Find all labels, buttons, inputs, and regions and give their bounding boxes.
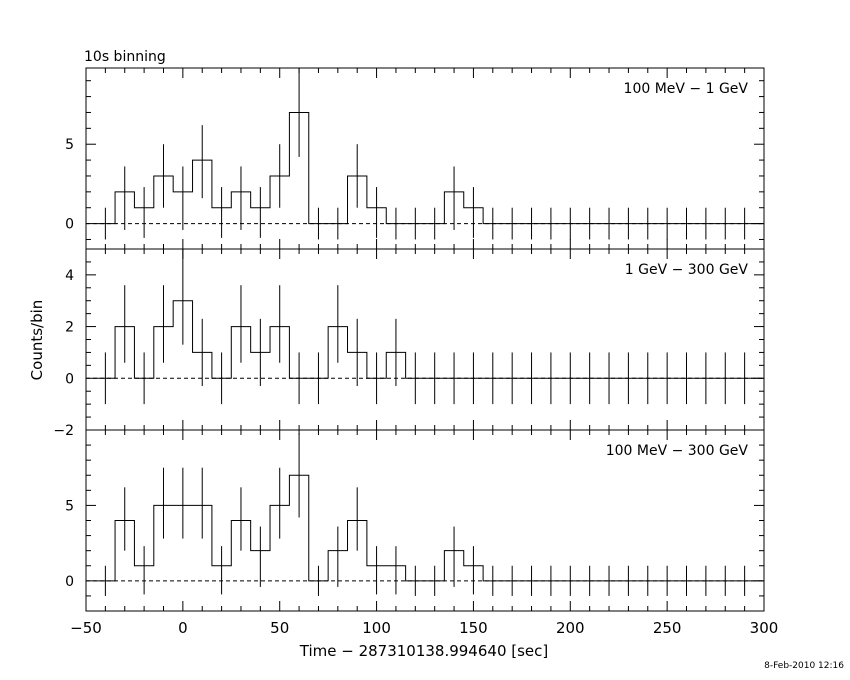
timestamp: 8-Feb-2010 12:16 [764, 661, 844, 671]
x-tick-label: −50 [70, 619, 102, 637]
x-tick-label: 0 [178, 619, 188, 637]
x-tick-labels: −50 0 50 100 150 200 250 300 [70, 619, 778, 637]
panel-energy-label: 1 GeV − 300 GeV [625, 262, 749, 278]
x-tick-label: 200 [556, 619, 585, 637]
y-tick-label: −2 [53, 423, 74, 439]
panel-plot-area [86, 68, 764, 240]
x-axis-label: Time − 287310138.994640 [sec] [299, 642, 549, 660]
histogram-series [95, 300, 764, 379]
y-tick-label: 4 [65, 268, 74, 284]
chart-title: 10s binning [84, 49, 166, 65]
panel-3: 0 5 100 MeV − 300 GeV [65, 429, 765, 612]
histogram-series [95, 474, 764, 582]
panels: 0 5 100 MeV − 1 GeV −2 0 2 4 1 GeV − 300 GeV 0 5 1… [53, 67, 765, 612]
x-tick-label: 300 [750, 619, 779, 637]
x-tick-label: 150 [459, 619, 488, 637]
x-tick-label: 250 [653, 619, 682, 637]
panel-1: 0 5 100 MeV − 1 GeV [65, 67, 765, 250]
y-tick-label: 0 [65, 574, 74, 590]
y-tick-label: 0 [65, 217, 74, 233]
histogram-series [95, 111, 764, 225]
y-tick-label: 2 [65, 320, 74, 336]
x-tick-label: 50 [270, 619, 289, 637]
y-axis-label: Counts/bin [28, 300, 46, 381]
y-tick-label: 5 [65, 498, 74, 514]
y-tick-label: 0 [65, 371, 74, 387]
x-tick-label: 100 [362, 619, 391, 637]
panel-plot-area [86, 249, 764, 405]
y-tick-label: 5 [65, 137, 74, 153]
panel-2: −2 0 2 4 1 GeV − 300 GeV [53, 248, 765, 439]
panel-energy-label: 100 MeV − 1 GeV [624, 81, 749, 97]
panel-energy-label: 100 MeV − 300 GeV [606, 443, 749, 459]
panel-plot-area [86, 433, 764, 596]
